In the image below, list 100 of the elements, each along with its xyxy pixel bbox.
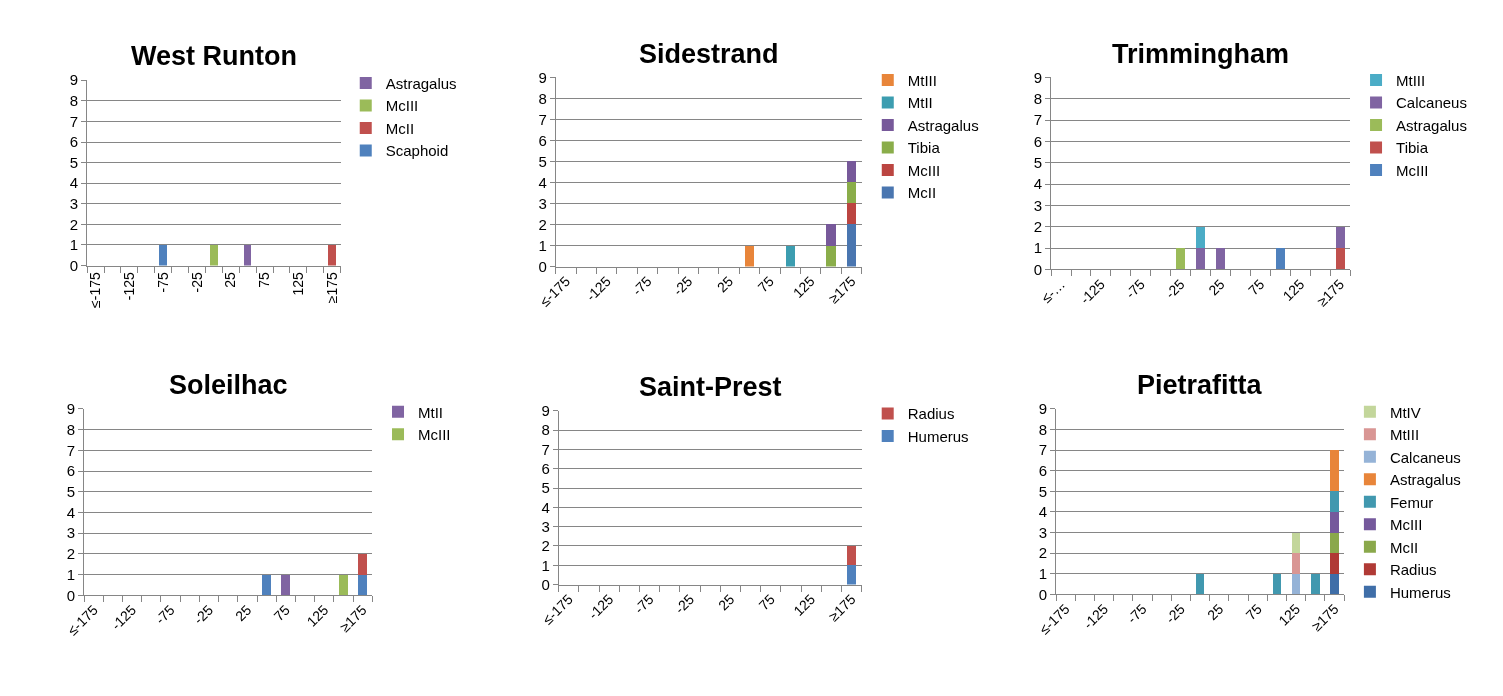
y-tick-label: 2 (69, 215, 79, 233)
y-tick-label: 4 (541, 498, 550, 516)
bar (1330, 450, 1339, 492)
bar (846, 224, 857, 267)
x-tick-label: ≤-… (1038, 276, 1069, 306)
y-tick-label: 4 (1038, 503, 1048, 521)
x-tick-label: -75 (154, 271, 171, 293)
x-tick-label: 75 (270, 601, 294, 625)
x-tick-label: -75 (1122, 275, 1149, 302)
y-tick-label: 3 (1038, 523, 1048, 541)
legend-label: McIII (907, 161, 941, 179)
y-tick-label: 9 (69, 71, 79, 89)
bar (846, 161, 857, 183)
x-tick-label: 75 (754, 272, 778, 296)
legend-label: MtIII (1389, 426, 1420, 444)
y-tick-label: 7 (541, 440, 550, 458)
x-tick-label: 25 (1204, 600, 1227, 624)
x-tick-label: -125 (582, 272, 614, 305)
x-tick-label: 125 (789, 272, 818, 301)
y-tick-label: 8 (1038, 420, 1048, 438)
legend-label: Tibia (907, 139, 941, 157)
y-tick-label: 4 (66, 503, 76, 521)
y-tick-label: 6 (66, 462, 76, 480)
legend-label: MtIII (907, 71, 937, 89)
y-tick-label: 3 (66, 524, 76, 542)
x-tick-label: -25 (669, 272, 696, 299)
x-tick-label: -75 (152, 601, 178, 628)
x-tick-label: 75 (1245, 275, 1268, 299)
x-tick-label: -125 (1076, 275, 1109, 308)
bar (744, 245, 755, 267)
y-tick-label: 8 (66, 420, 76, 438)
y-tick-label: 9 (538, 68, 547, 86)
y-tick-label: 9 (1038, 400, 1048, 418)
x-tick-label: 125 (790, 591, 819, 619)
x-tick-label: 75 (755, 591, 778, 614)
legend-label: Astragalus (385, 74, 457, 92)
x-tick-label: -25 (1162, 600, 1189, 627)
chart-title: Trimmingham (1112, 39, 1290, 69)
x-tick-label: 125 (1279, 275, 1308, 304)
y-tick-label: 6 (69, 133, 79, 151)
y-tick-label: 5 (541, 479, 550, 497)
y-tick-label: 1 (1038, 565, 1048, 582)
bar (1291, 553, 1301, 574)
x-tick-label: 25 (232, 601, 255, 625)
y-tick-label: 9 (1033, 68, 1043, 86)
y-tick-label: 7 (1038, 441, 1048, 459)
x-tick-label: 75 (1242, 600, 1265, 624)
bar (826, 245, 836, 267)
x-tick-label: -125 (108, 601, 140, 634)
bar (1330, 573, 1339, 595)
y-tick-label: 3 (1033, 196, 1043, 214)
y-tick-label: 4 (538, 173, 547, 191)
legend-label: McIII (1389, 516, 1423, 534)
y-tick-label: 5 (538, 152, 547, 170)
x-tick-label: 25 (222, 271, 239, 288)
bar (1291, 532, 1301, 554)
legend-label: Astragalus (1396, 116, 1467, 134)
legend-label: Astragalus (1389, 471, 1461, 489)
y-tick-label: 6 (541, 460, 550, 478)
legend-label: Radius (1389, 561, 1437, 579)
legend-label: Calcaneus (1389, 448, 1461, 466)
x-tick-label: -75 (628, 272, 655, 299)
y-tick-label: 2 (541, 537, 550, 555)
bar (785, 245, 795, 267)
x-tick-label: -75 (631, 591, 657, 617)
legend-label: MtII (418, 403, 444, 421)
legend-label: Calcaneus (1396, 94, 1467, 112)
y-tick-label: 2 (66, 545, 76, 563)
y-tick-label: 0 (538, 257, 547, 275)
bar (1330, 491, 1339, 512)
y-tick-label: 8 (69, 92, 79, 110)
legend-label: MtII (907, 94, 933, 112)
y-tick-label: 2 (538, 215, 547, 233)
y-tick-label: 1 (66, 565, 76, 583)
legend-label: MtIV (1389, 403, 1421, 421)
y-tick-label: 7 (66, 441, 76, 459)
legend-label: McII (1389, 538, 1419, 556)
x-tick-label: ≤-175 (87, 271, 104, 308)
y-tick-label: 6 (1038, 462, 1048, 480)
bar (846, 182, 857, 204)
y-tick-label: 7 (69, 112, 79, 130)
y-tick-label: 8 (1033, 89, 1043, 107)
x-tick-label: 25 (715, 591, 738, 614)
y-tick-label: 0 (1033, 260, 1043, 278)
y-tick-label: 3 (69, 195, 79, 213)
y-tick-label: 3 (538, 194, 547, 212)
y-tick-label: 1 (541, 556, 550, 574)
x-tick-label: ≥175 (323, 271, 340, 304)
y-tick-label: 8 (541, 421, 550, 439)
legend-label: Radius (907, 405, 955, 423)
y-tick-label: 0 (66, 586, 76, 604)
y-tick-label: 8 (538, 89, 547, 107)
legend-label: McIII (385, 97, 419, 115)
bar (1330, 532, 1339, 554)
y-tick-label: 0 (1038, 585, 1048, 603)
legend-label: McIII (1396, 161, 1429, 179)
y-tick-label: 2 (1038, 544, 1048, 562)
y-tick-label: 3 (541, 517, 550, 535)
x-tick-label: -25 (188, 271, 205, 293)
legend-label: McIII (418, 426, 451, 444)
